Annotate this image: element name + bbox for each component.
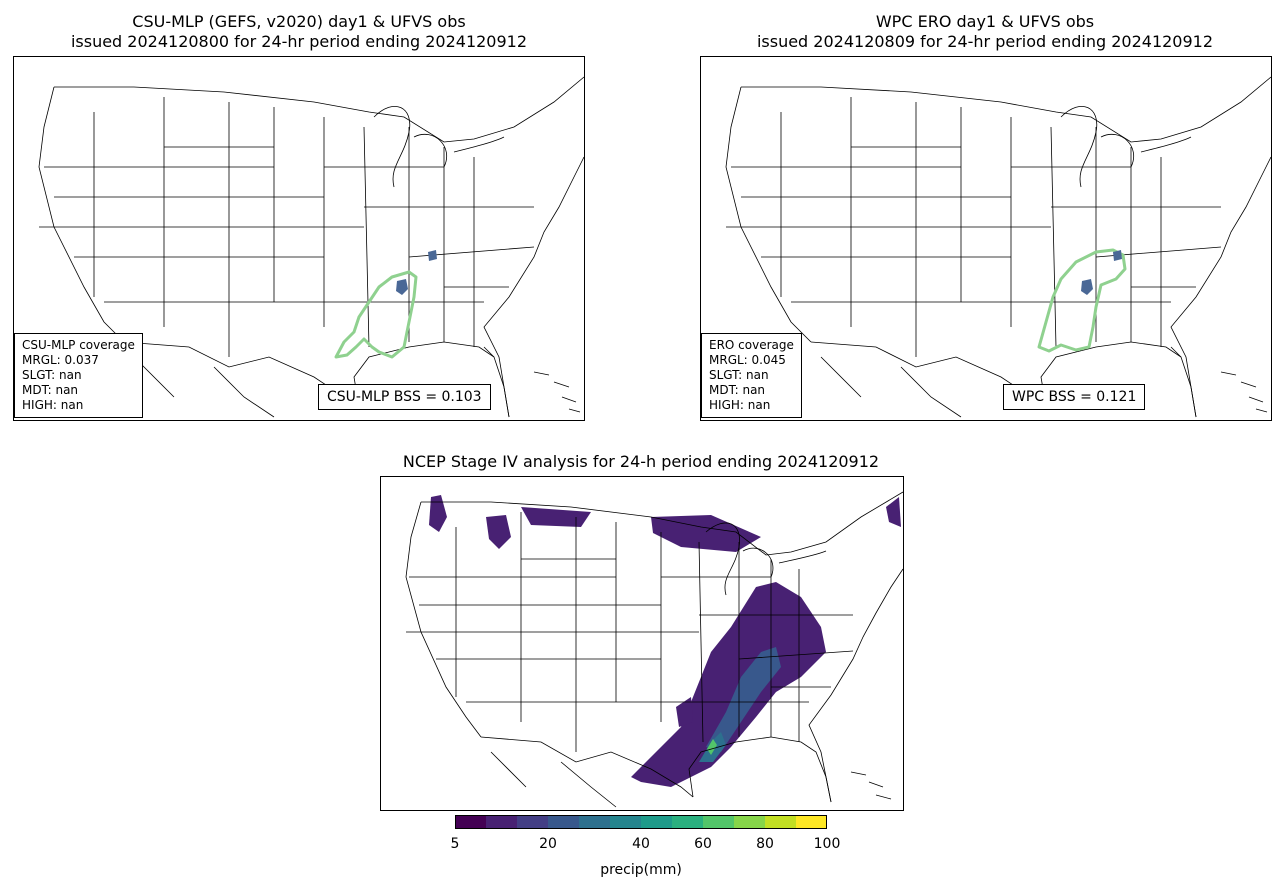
- analysis-map-svg: [405, 491, 903, 808]
- wpc-coverage-slgt: SLGT: nan: [709, 368, 769, 382]
- csu-title-line2: issued 2024120800 for 24-hr period endin…: [70, 32, 528, 51]
- colorbar-segment: [548, 815, 580, 829]
- csu-panel-title: CSU-MLP (GEFS, v2020) day1 & UFVS obs is…: [13, 12, 585, 52]
- csu-map-svg: [38, 76, 584, 418]
- csu-title-line1: CSU-MLP (GEFS, v2020) day1 & UFVS obs: [132, 12, 466, 31]
- colorbar-label: precip(mm): [600, 862, 682, 878]
- precip-field: [429, 495, 901, 787]
- wpc-coverage-high: HIGH: nan: [709, 398, 771, 412]
- wpc-title-line2: issued 2024120809 for 24-hr period endin…: [756, 32, 1214, 51]
- colorbar-tick-label: 20: [539, 836, 557, 852]
- csu-state-borders: [38, 76, 584, 418]
- colorbar-segment: [734, 815, 766, 829]
- colorbar-ticks: 5 20 40 60 80 100: [451, 836, 841, 854]
- colorbar-segment: [796, 815, 827, 829]
- csu-bss-label: CSU-MLP BSS = 0.103: [318, 384, 491, 410]
- analysis-title: NCEP Stage IV analysis for 24-h period e…: [402, 452, 880, 471]
- colorbar-segment: [672, 815, 704, 829]
- wpc-coverage-mdt: MDT: nan: [709, 383, 766, 397]
- colorbar-segment: [579, 815, 611, 829]
- colorbar-segment: [703, 815, 735, 829]
- wpc-coverage-heading: ERO coverage: [709, 338, 794, 352]
- csu-coverage-mrgl: MRGL: 0.037: [22, 353, 99, 367]
- colorbar-tick-label: 60: [694, 836, 712, 852]
- colorbar-svg: [455, 815, 827, 829]
- colorbar-tick-label: 5: [450, 836, 460, 852]
- colorbar-tick-label: 40: [632, 836, 650, 852]
- csu-coverage-legend: CSU-MLP coverage MRGL: 0.037 SLGT: nan M…: [14, 333, 143, 418]
- wpc-ufvs-obs: [1081, 250, 1122, 295]
- colorbar-segment: [455, 815, 487, 829]
- wpc-panel-title: WPC ERO day1 & UFVS obs issued 202412080…: [700, 12, 1270, 52]
- wpc-coverage-legend: ERO coverage MRGL: 0.045 SLGT: nan MDT: …: [701, 333, 802, 418]
- wpc-coverage-mrgl: MRGL: 0.045: [709, 353, 786, 367]
- colorbar-segment: [486, 815, 518, 829]
- wpc-title-line1: WPC ERO day1 & UFVS obs: [875, 12, 1095, 31]
- csu-ufvs-obs: [396, 250, 437, 295]
- csu-coverage-high: HIGH: nan: [22, 398, 84, 412]
- csu-coverage-heading: CSU-MLP coverage: [22, 338, 135, 352]
- colorbar-tick-label: 100: [813, 836, 841, 852]
- wpc-mrgl-contour: [1037, 248, 1127, 353]
- wpc-state-borders: [725, 76, 1271, 418]
- csu-coverage-mdt: MDT: nan: [22, 383, 79, 397]
- precip-colorbar: [455, 815, 827, 829]
- wpc-bss-label: WPC BSS = 0.121: [1003, 384, 1146, 410]
- colorbar-segment: [517, 815, 549, 829]
- colorbar-segment: [610, 815, 642, 829]
- csu-coverage-slgt: SLGT: nan: [22, 368, 82, 382]
- analysis-state-borders: [405, 491, 903, 808]
- colorbar-segment: [765, 815, 797, 829]
- colorbar-border: [455, 815, 827, 829]
- colorbar-tick-label: 80: [756, 836, 774, 852]
- wpc-map-svg: [725, 76, 1271, 418]
- colorbar-segment: [641, 815, 673, 829]
- csu-mrgl-contour: [334, 270, 418, 359]
- analysis-map: [380, 476, 904, 811]
